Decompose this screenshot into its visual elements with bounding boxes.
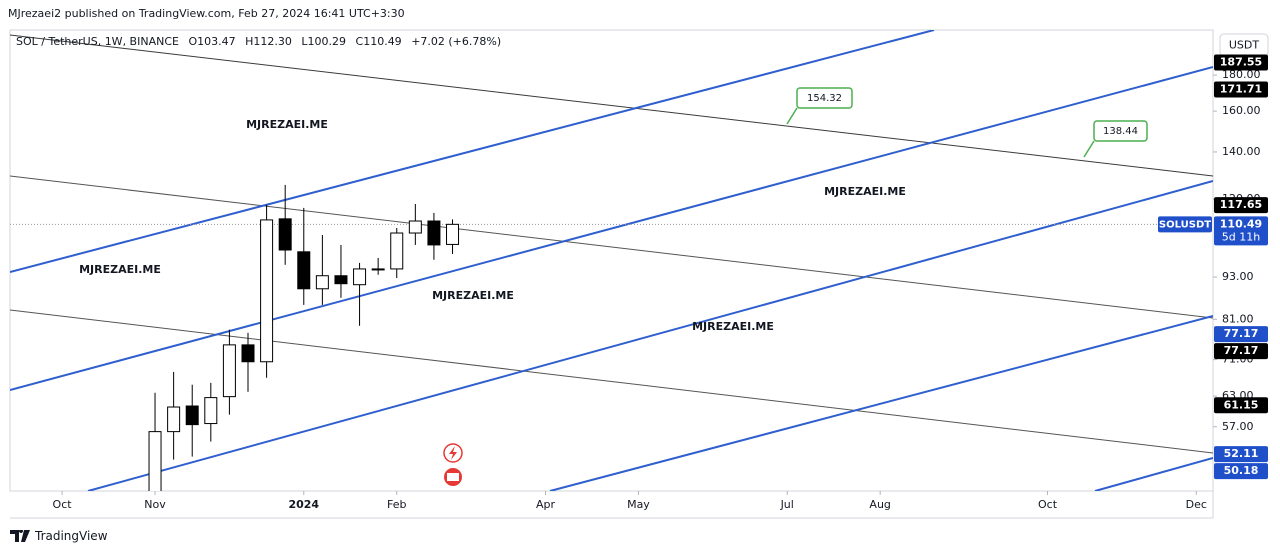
watermark: MJREZAEI.ME bbox=[246, 118, 328, 131]
candle-body bbox=[427, 220, 441, 246]
x-tick-label: Feb bbox=[387, 498, 406, 511]
price-label: 77.17 bbox=[1224, 344, 1259, 357]
x-tick-label: Apr bbox=[536, 498, 556, 511]
y-tick-label: 93.00 bbox=[1222, 270, 1254, 283]
callout-text: 138.44 bbox=[1103, 126, 1138, 137]
legend-high: H112.30 bbox=[245, 35, 292, 48]
candles bbox=[10, 184, 1213, 491]
y-tick-label: 81.00 bbox=[1222, 312, 1254, 325]
x-tick-label: 2024 bbox=[288, 498, 319, 511]
x-tick-label: May bbox=[627, 498, 650, 511]
candle-body bbox=[353, 268, 367, 286]
trend-line bbox=[10, 34, 1213, 177]
price-label-box bbox=[1214, 446, 1268, 463]
trend-line bbox=[10, 309, 1213, 454]
legend-low: L100.29 bbox=[301, 35, 346, 48]
candle-body bbox=[222, 344, 236, 398]
legend-close: C110.49 bbox=[356, 35, 402, 48]
price-label: 171.71 bbox=[1220, 83, 1262, 96]
price-label: 61.15 bbox=[1224, 398, 1259, 411]
channel-line bbox=[549, 315, 1213, 491]
price-label: 77.17 bbox=[1224, 327, 1259, 340]
watermark: MJREZAEI.ME bbox=[824, 185, 906, 198]
callouts: 154.32 138.44 bbox=[786, 87, 1148, 158]
watermark: MJREZAEI.ME bbox=[79, 263, 161, 276]
x-tick-label: Oct bbox=[1038, 498, 1058, 511]
footer-logo bbox=[10, 530, 30, 542]
candle-body bbox=[278, 218, 292, 251]
trend-line bbox=[10, 175, 1213, 319]
chart: 154.32 138.44 MJREZAEI.ME MJREZAEI.ME MJ… bbox=[9, 29, 1269, 519]
price-label: 117.65 bbox=[1220, 198, 1262, 211]
candle-body bbox=[390, 232, 404, 270]
symbol-box bbox=[1158, 216, 1212, 233]
candle-body bbox=[408, 220, 422, 234]
watermarks: MJREZAEI.ME MJREZAEI.ME MJREZAEI.ME MJRE… bbox=[79, 118, 906, 333]
channel-line bbox=[87, 180, 1213, 491]
price-label-box bbox=[1214, 197, 1268, 214]
watermark: MJREZAEI.ME bbox=[692, 320, 774, 333]
candle-body bbox=[148, 431, 162, 491]
footer: TradingView bbox=[10, 529, 108, 543]
event-icon-glyph bbox=[447, 473, 459, 481]
x-tick-label: Dec bbox=[1186, 498, 1207, 511]
legend: SOL / TetherUS, 1W, BINANCE O103.47 H112… bbox=[16, 35, 501, 48]
callout-box bbox=[796, 87, 853, 109]
event-icon-glyph bbox=[449, 446, 457, 460]
candle-body bbox=[167, 406, 181, 433]
channel-line bbox=[10, 30, 935, 273]
price-label: 50.18 bbox=[1224, 464, 1259, 477]
watermark: MJREZAEI.ME bbox=[432, 289, 514, 302]
countdown: 5d 11h bbox=[1222, 230, 1260, 243]
candle-body bbox=[315, 275, 329, 290]
symbol-label: SOLUSDT bbox=[1159, 219, 1211, 230]
current-price-box bbox=[1214, 216, 1268, 246]
callout-box bbox=[1093, 120, 1148, 142]
candle-body bbox=[260, 219, 274, 363]
price-label-box bbox=[1214, 54, 1268, 71]
price-label-box bbox=[1214, 343, 1268, 360]
legend-open: O103.47 bbox=[188, 35, 235, 48]
candle-body bbox=[185, 405, 199, 426]
drawings bbox=[10, 30, 1213, 491]
event-icons bbox=[443, 443, 463, 486]
x-tick-label: Jul bbox=[780, 498, 794, 511]
current-price: 110.49 bbox=[1220, 217, 1262, 230]
price-label: 187.55 bbox=[1220, 56, 1262, 69]
y-tick-label: 160.00 bbox=[1222, 104, 1261, 117]
candle-body bbox=[241, 344, 255, 363]
price-label: 52.11 bbox=[1224, 447, 1259, 460]
publish-header: MJrezaei2 published on TradingView.com, … bbox=[8, 7, 405, 20]
currency-label: USDT bbox=[1229, 39, 1260, 52]
price-label-box bbox=[1214, 81, 1268, 98]
footer-brand: TradingView bbox=[35, 529, 108, 543]
price-label-box bbox=[1214, 463, 1268, 480]
price-label-box bbox=[1214, 397, 1268, 414]
channel-line bbox=[1094, 457, 1213, 491]
x-tick-label: Oct bbox=[53, 498, 73, 511]
candle-body bbox=[297, 251, 311, 290]
channel-line bbox=[10, 66, 1213, 391]
legend-change: +7.02 (+6.78%) bbox=[411, 35, 501, 48]
y-tick-label: 57.00 bbox=[1222, 420, 1254, 433]
legend-symbol: SOL / TetherUS, 1W, BINANCE bbox=[16, 35, 179, 48]
x-tick-label: Nov bbox=[144, 498, 166, 511]
callout-pointer bbox=[1083, 140, 1095, 158]
x-tick-label: Aug bbox=[869, 498, 890, 511]
y-tick-label: 180.00 bbox=[1222, 68, 1261, 81]
candle-body bbox=[204, 397, 218, 425]
y-tick-label: 140.00 bbox=[1222, 145, 1261, 158]
callout-text: 154.32 bbox=[807, 93, 842, 104]
candle-body bbox=[371, 268, 385, 271]
callout-pointer bbox=[786, 107, 798, 125]
candle-body bbox=[334, 275, 348, 285]
candle-body bbox=[446, 223, 460, 245]
price-label-box bbox=[1214, 326, 1268, 343]
